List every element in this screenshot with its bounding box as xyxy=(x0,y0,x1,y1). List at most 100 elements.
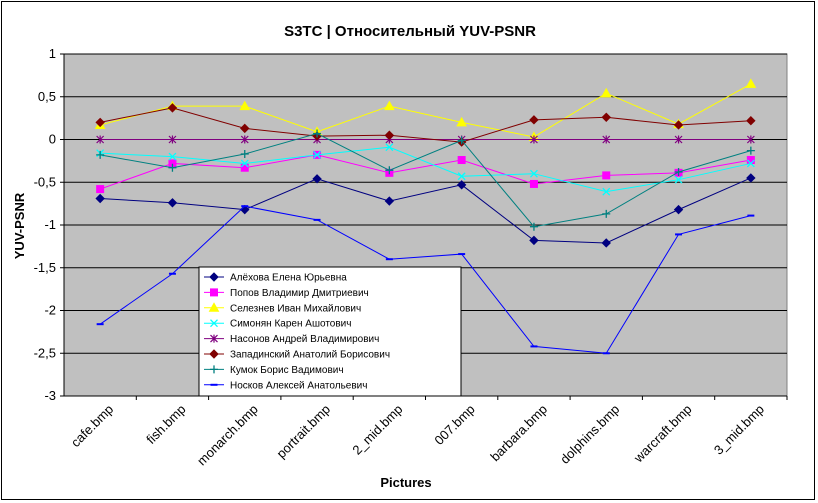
data-point xyxy=(384,130,395,140)
data-point xyxy=(457,136,466,145)
data-point xyxy=(240,159,249,168)
data-point xyxy=(601,238,611,248)
x-tick-label: dolphins.bmp xyxy=(557,402,622,467)
data-point xyxy=(530,135,538,144)
legend-item: Носков Алексей Анатольевич xyxy=(204,380,367,391)
legend-label: Попов Владимир Дмитриевич xyxy=(230,288,369,299)
y-tick-label: 1 xyxy=(49,46,56,61)
data-point xyxy=(600,87,612,98)
data-point xyxy=(168,163,177,172)
x-tick-label: barbara.bmp xyxy=(487,402,550,465)
series-2 xyxy=(96,150,755,194)
series-line xyxy=(100,132,751,228)
data-point xyxy=(385,166,394,175)
data-point xyxy=(746,156,755,165)
legend-item: Алёхова Елена Юрьевна xyxy=(204,272,347,284)
data-point xyxy=(167,198,178,208)
legend-item: Симонян Карен Ашотович xyxy=(204,319,351,330)
data-point xyxy=(312,174,322,184)
data-point xyxy=(602,209,611,218)
data-point xyxy=(674,167,683,176)
data-point xyxy=(95,193,105,204)
data-point xyxy=(96,150,105,159)
data-point xyxy=(602,171,611,180)
data-point xyxy=(456,180,467,190)
data-point xyxy=(746,135,755,144)
data-point xyxy=(239,100,251,111)
legend-marker xyxy=(209,272,219,282)
data-point xyxy=(168,135,177,144)
series-line xyxy=(100,107,751,143)
legend-label: Алёхова Елена Юрьевна xyxy=(230,273,347,284)
legend-marker xyxy=(208,302,220,312)
y-tick-label: -0,5 xyxy=(34,174,56,189)
legend-label: Западинский Анатолий Борисович xyxy=(230,350,390,361)
data-point xyxy=(457,156,466,165)
x-axis-ticks: cafe.bmp fish.bmp monarch.bmp portrait.bmp 2… xyxy=(68,396,788,469)
data-point xyxy=(457,172,466,181)
data-point xyxy=(167,103,178,113)
data-point xyxy=(384,196,395,206)
x-tick-label: 2_mid.bmp xyxy=(349,402,405,458)
data-point xyxy=(746,159,755,168)
data-point xyxy=(96,135,105,144)
data-point xyxy=(745,78,757,88)
series-line xyxy=(100,83,752,138)
series-1 xyxy=(95,173,756,248)
series-line xyxy=(100,146,751,193)
legend-marker xyxy=(210,365,218,374)
y-tick-label: -2 xyxy=(44,303,56,318)
data-point xyxy=(313,129,322,138)
data-point xyxy=(746,115,756,126)
data-point xyxy=(383,100,395,111)
y-tick-label: -1,5 xyxy=(34,260,56,275)
x-tick-label: warcraft.bmp xyxy=(630,402,694,466)
x-tick-label: monarch.bmp xyxy=(194,402,261,469)
data-point xyxy=(529,235,539,246)
x-tick-label: fish.bmp xyxy=(143,402,188,447)
data-point xyxy=(240,150,249,159)
series-layer xyxy=(94,78,757,355)
y-tick-label: -3 xyxy=(44,388,56,403)
data-point xyxy=(385,143,394,152)
legend-marker xyxy=(210,288,218,297)
legend-marker xyxy=(210,319,218,328)
x-tick-label: 007.bmp xyxy=(431,402,477,448)
x-axis-label: Pictures xyxy=(380,475,431,490)
x-tick-label: portrait.bmp xyxy=(274,402,334,462)
series-8 xyxy=(96,205,755,355)
data-point xyxy=(240,135,249,144)
legend-item: Насонов Андрей Владимирович xyxy=(204,334,379,345)
legend-item: Кумок Борис Вадимович xyxy=(204,365,344,376)
legend-label: Кумок Борис Вадимович xyxy=(230,365,344,376)
chart-title: S3TC | Относительный YUV-PSNR xyxy=(284,23,536,40)
data-point xyxy=(529,115,539,125)
y-tick-label: -2,5 xyxy=(34,345,56,360)
data-point xyxy=(529,179,538,188)
data-point xyxy=(529,222,538,231)
data-point xyxy=(746,173,756,183)
data-point xyxy=(674,175,683,184)
y-axis-ticks: 1 0,5 0 -0,5 -1 -1,5 -2 -2,5 -3 xyxy=(34,46,64,403)
data-point xyxy=(240,123,250,134)
data-point xyxy=(529,169,538,178)
series-line xyxy=(100,177,752,244)
y-axis-label: YUV-PSNR xyxy=(12,192,27,259)
data-point xyxy=(168,152,177,161)
data-point xyxy=(601,112,611,122)
data-point xyxy=(96,185,105,194)
data-point xyxy=(602,135,611,144)
data-point xyxy=(95,117,105,128)
series-4 xyxy=(96,143,755,196)
legend-item: Селезнев Иван Михайлович xyxy=(204,302,361,314)
x-tick-label: cafe.bmp xyxy=(68,402,116,450)
series-7 xyxy=(96,129,755,231)
y-tick-label: 0,5 xyxy=(38,89,56,104)
legend-label: Насонов Андрей Владимирович xyxy=(230,334,379,345)
data-point xyxy=(673,204,684,215)
legend-label: Симонян Карен Ашотович xyxy=(230,319,351,330)
legend-label: Селезнев Иван Михайлович xyxy=(230,303,361,314)
legend-item: Попов Владимир Дмитриевич xyxy=(204,288,369,299)
